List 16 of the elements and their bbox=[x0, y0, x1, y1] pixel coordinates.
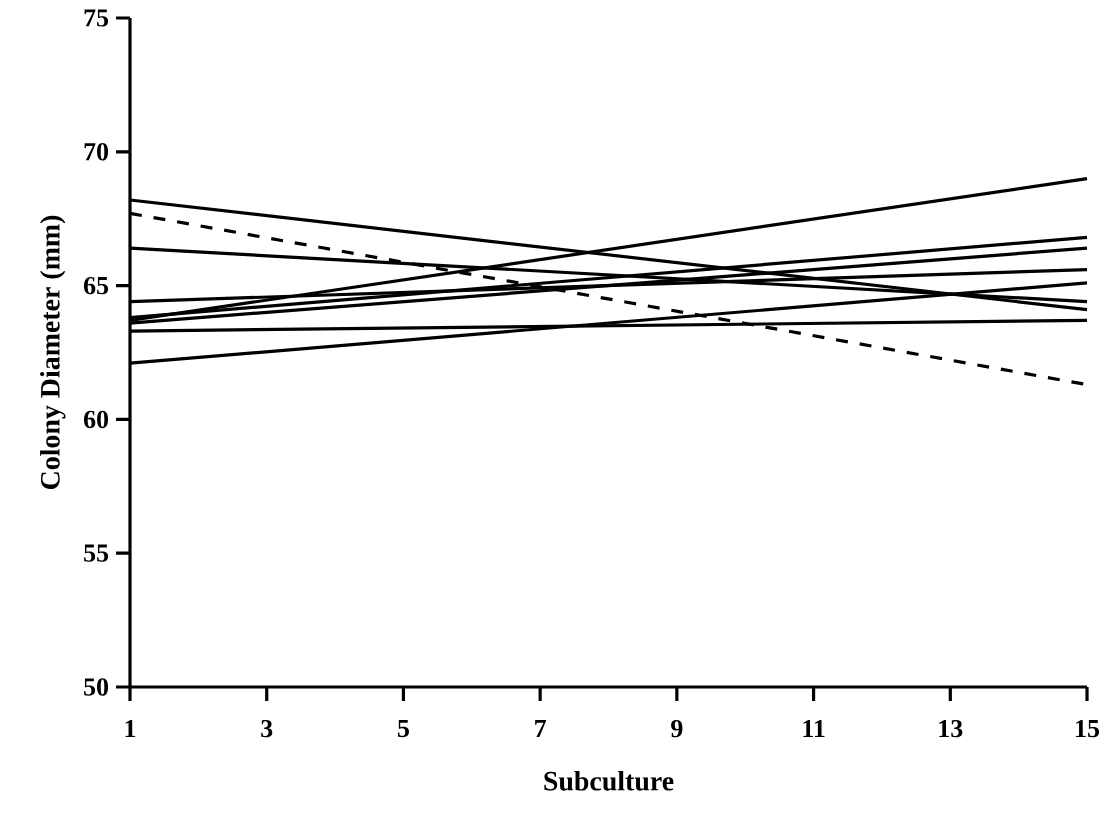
y-tick-label: 75 bbox=[84, 9, 109, 27]
x-tick-label: 7 bbox=[535, 719, 546, 737]
x-tick-label: 15 bbox=[1076, 719, 1100, 738]
x-axis-title: Subculture bbox=[544, 770, 674, 791]
y-tick-label: 65 bbox=[83, 276, 109, 295]
x-tick-label: 11 bbox=[803, 719, 825, 738]
x-tick-label: 3 bbox=[261, 719, 273, 738]
x-tick-label: 9 bbox=[671, 719, 683, 738]
y-tick-label: 55 bbox=[84, 544, 109, 562]
x-tick-label: 1 bbox=[125, 719, 136, 738]
y-tick-label: 50 bbox=[84, 678, 109, 696]
y-tick-label: 70 bbox=[84, 143, 109, 161]
y-tick-label: 60 bbox=[83, 410, 109, 429]
y-axis-title: Colony Diameter (mm) bbox=[40, 215, 66, 490]
x-tick-label: 13 bbox=[939, 719, 963, 738]
x-tick-label: 5 bbox=[397, 719, 409, 738]
